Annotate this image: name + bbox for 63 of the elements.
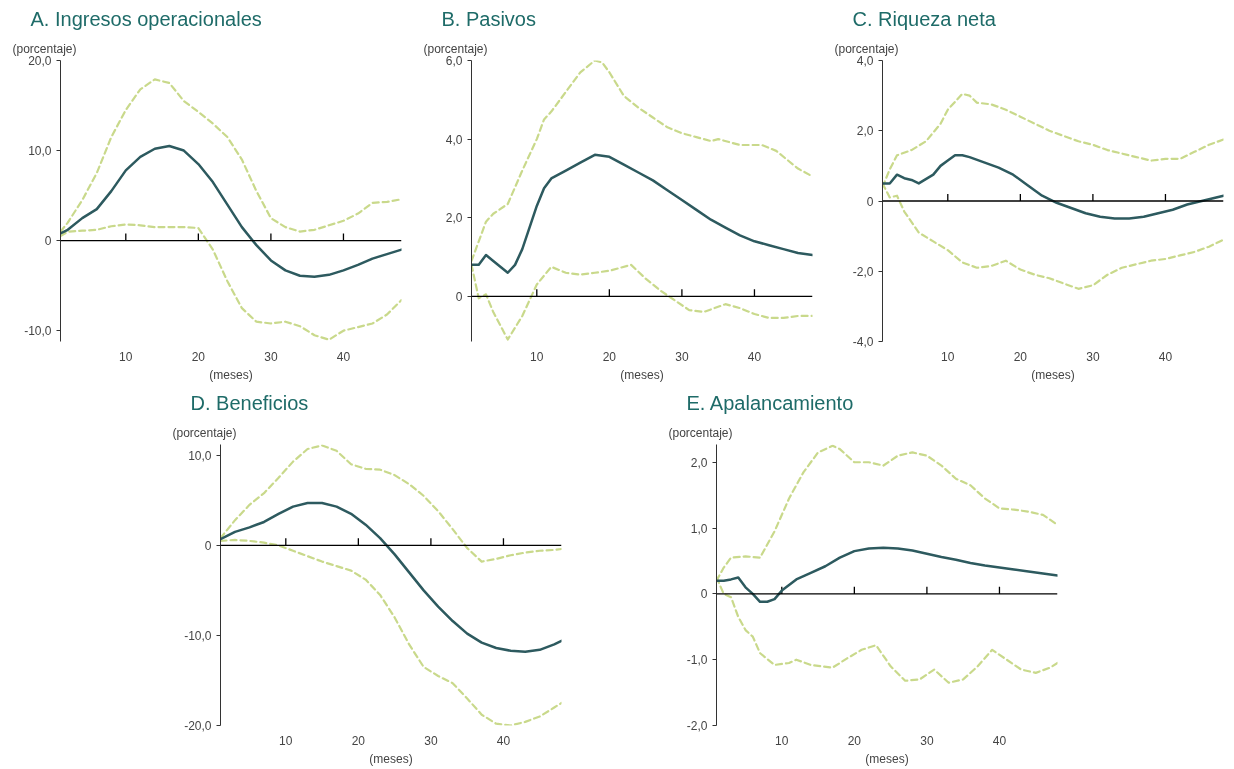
- x-tick-label: 20: [1013, 349, 1028, 364]
- y-tick-label: 20,0: [28, 54, 52, 68]
- x-tick-label: 20: [602, 349, 617, 364]
- line-series: [882, 154, 1224, 220]
- y-tick-label: 4,0: [445, 132, 463, 147]
- line-series: [60, 223, 402, 341]
- y-tick-label: 10,0: [188, 448, 212, 463]
- x-tick-label: 20: [351, 733, 366, 748]
- x-tick-label: 10: [941, 349, 955, 364]
- chart-title: D. Beneficios: [190, 391, 309, 414]
- x-axis-title: (meses): [209, 367, 253, 382]
- x-tick-label: 30: [264, 349, 278, 364]
- x-tick-label: 30: [424, 733, 438, 748]
- y-tick-label: 10,0: [28, 144, 52, 159]
- x-axis-title: (meses): [620, 367, 664, 382]
- x-tick-label: 10: [279, 733, 293, 748]
- x-tick-label: 10: [530, 349, 544, 364]
- y-tick-label: -20,0: [184, 719, 212, 733]
- y-axis-title: (porcentaje): [668, 425, 733, 440]
- y-tick-label: 2,0: [856, 124, 874, 139]
- y-axis-title: (porcentaje): [172, 425, 237, 440]
- y-tick-label: -2,0: [686, 719, 708, 733]
- y-tick-label: -2,0: [852, 264, 874, 279]
- x-axis-title: (meses): [369, 751, 413, 766]
- x-tick-label: 30: [1086, 349, 1100, 364]
- y-axis-title: (porcentaje): [834, 41, 899, 56]
- chart-title: C. Riqueza neta: [852, 7, 997, 30]
- y-tick-label: 6,0: [445, 54, 463, 68]
- y-tick-label: 2,0: [445, 211, 463, 226]
- line-series: [60, 144, 402, 278]
- y-tick-label: 4,0: [856, 54, 874, 68]
- x-tick-label: 40: [1158, 349, 1173, 364]
- x-tick-label: 10: [775, 733, 789, 748]
- line-series: [220, 501, 562, 653]
- line-series: [716, 546, 1058, 604]
- y-tick-label: -10,0: [184, 628, 212, 643]
- y-tick-label: -10,0: [24, 324, 52, 339]
- y-axis-title: (porcentaje): [423, 41, 488, 56]
- chart-title: A. Ingresos operacionales: [30, 7, 262, 30]
- y-tick-label: 0: [455, 289, 463, 304]
- chart-title: B. Pasivos: [441, 7, 536, 30]
- y-tick-label: 0: [44, 234, 52, 249]
- x-tick-label: 40: [992, 733, 1007, 748]
- y-axis-title: (porcentaje): [12, 41, 77, 56]
- x-tick-label: 20: [191, 349, 206, 364]
- y-tick-label: 0: [700, 587, 708, 602]
- y-tick-label: 0: [866, 194, 874, 209]
- x-axis-title: (meses): [1031, 367, 1075, 382]
- y-tick-label: 1,0: [690, 521, 708, 536]
- x-axis-title: (meses): [865, 751, 909, 766]
- y-tick-label: 0: [204, 538, 212, 553]
- chart-title: E. Apalancamiento: [686, 391, 854, 414]
- x-tick-label: 30: [920, 733, 934, 748]
- x-tick-label: 20: [847, 733, 862, 748]
- x-tick-label: 40: [336, 349, 351, 364]
- x-tick-label: 30: [675, 349, 689, 364]
- x-tick-label: 10: [119, 349, 133, 364]
- y-tick-label: -1,0: [686, 653, 708, 668]
- y-tick-label: -4,0: [852, 335, 874, 349]
- y-tick-label: 2,0: [690, 455, 708, 470]
- x-tick-label: 40: [496, 733, 511, 748]
- x-tick-label: 40: [747, 349, 762, 364]
- line-series: [471, 153, 813, 274]
